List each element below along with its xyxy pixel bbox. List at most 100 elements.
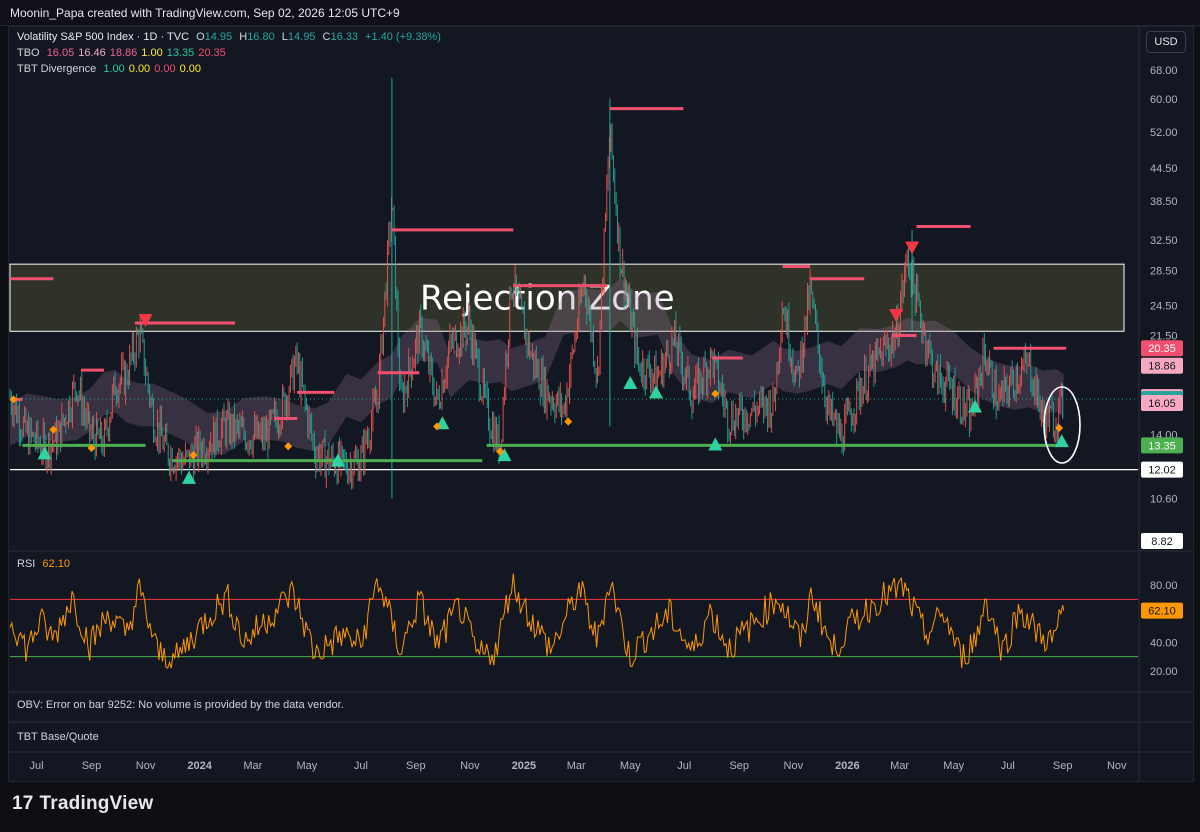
rsi-badge-label: 62.10	[1148, 606, 1176, 618]
time-tick-label: Sep	[82, 760, 102, 772]
low-value: 14.95	[287, 31, 316, 43]
divergence-diamond	[284, 442, 293, 451]
symbol-name: Volatility S&P 500 Index · 1D · TVC	[17, 31, 190, 43]
buy-signal-triangle	[497, 448, 512, 462]
time-tick-label: Nov	[460, 760, 480, 772]
time-tick-label: Nov	[784, 760, 804, 772]
time-tick-label: 2025	[512, 760, 536, 772]
change-value: +1.40 (+9.38%)	[365, 31, 441, 43]
divergence-diamond	[189, 451, 198, 460]
price-tick-label: 60.00	[1150, 94, 1178, 106]
buy-signal-triangle	[648, 385, 663, 399]
open-label: O	[196, 31, 205, 43]
rsi-label: RSI	[17, 558, 36, 570]
sell-signal-triangle	[905, 241, 920, 255]
divergence-legend[interactable]: TBT Divergence 1.00 0.00 0.00 0.00	[17, 63, 209, 75]
time-tick-label: Sep	[406, 760, 426, 772]
tbo-value-1: 16.46	[78, 47, 106, 59]
rsi-legend[interactable]: RSI 62.10	[17, 558, 70, 570]
buy-signal-triangle	[330, 453, 345, 467]
price-tick-label: 52.00	[1150, 127, 1178, 139]
sell-signal-triangle	[138, 313, 153, 327]
divergence-diamond	[87, 444, 96, 453]
buy-signal-triangle	[623, 375, 638, 389]
tbt-base-quote-label[interactable]: TBT Base/Quote	[17, 731, 99, 743]
divergence-values: 1.00 0.00 0.00 0.00	[103, 63, 205, 75]
high-value: 16.80	[247, 31, 275, 43]
rsi-value: 62.10	[42, 558, 70, 570]
footer	[0, 782, 1200, 832]
time-tick-label: Jul	[1001, 760, 1015, 772]
price-tick-label: 10.60	[1150, 494, 1178, 506]
price-tick-label: 44.50	[1150, 163, 1178, 175]
time-tick-label: May	[620, 760, 641, 772]
price-tick-label: 68.00	[1150, 65, 1178, 77]
time-tick-label: 2026	[835, 760, 859, 772]
price-tick-label: 24.50	[1150, 300, 1178, 312]
time-tick-label: Jul	[354, 760, 368, 772]
time-tick-label: Mar	[890, 760, 909, 772]
divergence-diamond	[433, 422, 442, 431]
price-badge	[1141, 437, 1183, 454]
divergence-diamond	[1055, 423, 1064, 432]
open-value: 14.95	[204, 31, 233, 43]
time-tick-label: Jul	[30, 760, 44, 772]
price-badge	[1141, 357, 1183, 374]
time-tick-label: Nov	[1107, 760, 1127, 772]
tbo-value-0: 16.05	[46, 47, 75, 59]
rsi-tick-label: 20.00	[1150, 666, 1178, 678]
price-tick-label: 32.50	[1150, 235, 1178, 247]
price-badge	[1141, 461, 1183, 478]
close-label: C	[322, 31, 331, 43]
annotation-circle	[1043, 386, 1081, 464]
price-badge	[1141, 533, 1183, 549]
divergence-label: TBT Divergence	[17, 63, 97, 75]
time-tick-label: Sep	[729, 760, 749, 772]
price-tick-label: 21.50	[1150, 331, 1178, 343]
divergence-value-0: 1.00	[103, 63, 125, 75]
tbo-legend[interactable]: TBO 16.05 16.46 18.86 1.00 13.35 20.35	[17, 47, 234, 59]
tbo-value-5: 20.35	[198, 47, 226, 59]
price-badge-label: 8.82	[1151, 536, 1172, 548]
tbo-value-2: 18.86	[109, 47, 138, 59]
divergence-diamond	[711, 389, 720, 398]
price-tick-label: 38.50	[1150, 196, 1178, 208]
divergence-diamond	[564, 417, 573, 426]
price-badge-label: 16.05	[1148, 398, 1176, 410]
rsi-line	[9, 573, 1065, 669]
time-tick-label: Mar	[243, 760, 262, 772]
rsi-tick-label: 40.00	[1150, 637, 1178, 649]
price-badge-label: 20.35	[1148, 343, 1176, 355]
rejection-zone-box	[9, 263, 1125, 332]
tradingview-mark: 17	[12, 793, 34, 814]
buy-signal-triangle	[708, 437, 723, 451]
divergence-value-3: 0.00	[179, 63, 202, 75]
time-tick-label: 2024	[187, 760, 212, 772]
divergence-diamond	[9, 395, 18, 404]
buy-signal-triangle	[181, 470, 196, 484]
tradingview-logo: 17 TradingView	[12, 793, 153, 815]
buy-signal-triangle	[37, 446, 52, 460]
time-tick-label: Jul	[677, 760, 691, 772]
time-tick-label: Mar	[567, 760, 586, 772]
low-label: L	[281, 31, 288, 43]
price-tick-label: 28.50	[1150, 266, 1178, 278]
divergence-diamond	[496, 447, 505, 456]
currency-button[interactable]: USD	[1146, 31, 1186, 53]
close-value: 16.33	[330, 31, 358, 43]
price-badge-label: 12.02	[1148, 465, 1176, 477]
time-tick-label: Sep	[1053, 760, 1073, 772]
tbo-value-4: 13.35	[166, 47, 195, 59]
time-tick-label: May	[943, 760, 964, 772]
price-badge	[1141, 394, 1183, 411]
buy-signal-triangle	[1054, 434, 1069, 448]
symbol-legend[interactable]: Volatility S&P 500 Index · 1D · TVC O14.…	[17, 31, 445, 43]
rsi-badge	[1141, 602, 1183, 619]
time-tick-label: May	[296, 760, 317, 772]
buy-signal-triangle	[967, 399, 982, 413]
obv-error: OBV: Error on bar 9252: No volume is pro…	[17, 699, 344, 711]
tbo-label: TBO	[17, 47, 40, 59]
divergence-value-1: 0.00	[128, 63, 151, 75]
sell-signal-triangle	[889, 309, 904, 323]
